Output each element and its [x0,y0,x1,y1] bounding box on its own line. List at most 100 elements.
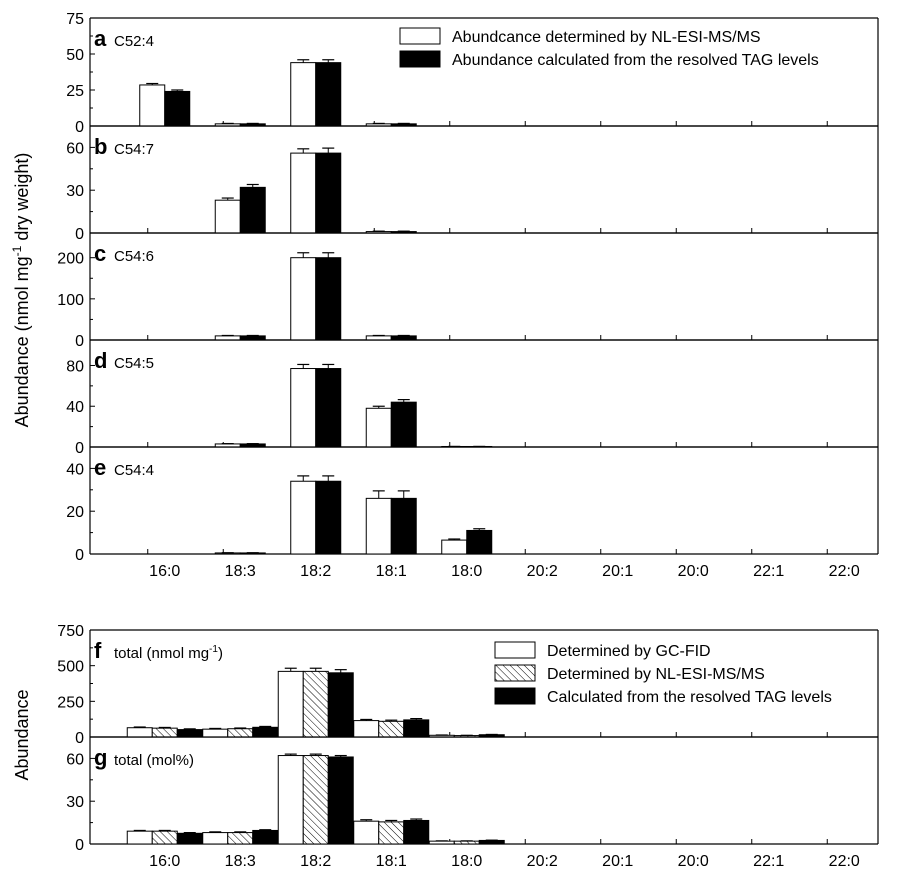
y-tick-label: 750 [57,623,84,640]
x-axis-top-tick-label: 18:3 [225,563,256,580]
panel-e: 0 20 40 e C54:4 16:0 18:3 18:2 18:1 18:0 20:2 20:1 2… [66,446,879,580]
panel-letter: g [94,745,107,770]
x-axis-bottom-tick-label: 18:3 [225,853,256,870]
bar [239,335,266,341]
y-tick-label: 0 [75,730,84,747]
bar [353,720,380,738]
panel-letter: f [94,638,102,663]
x-axis-bottom-tick-label: 18:1 [376,853,407,870]
bar [277,755,304,845]
y-tick-label: 50 [66,47,84,64]
bar [403,819,430,845]
x-axis-bottom-tick-label: 16:0 [149,853,180,870]
panel-g: 0 30 60 g total (mol%) 16:0 18:3 18:2 18:1 18:0 20… [66,736,879,870]
panel-title-main: C54:6 [114,248,154,265]
legend-label: Determined by NL-ESI-MS/MS [547,666,765,683]
y-tick-label: 0 [75,837,84,854]
bar [390,401,417,448]
legend-swatch [399,50,441,68]
panel-letter: a [94,26,107,51]
legend-swatch [494,664,536,682]
x-axis-top-tick-label: 18:1 [376,563,407,580]
bar [315,257,342,341]
bar [315,480,342,555]
y-axis-label-top-main: Abundance (nmol mg [12,256,32,427]
panel-title: C54:7 [114,141,154,158]
bar [290,62,317,127]
bar [441,539,468,555]
y-tick-label: 500 [57,659,84,676]
panels: 0 25 50 75 a C52:4 Abundcance determined by NL… [57,11,879,870]
panel-title: C52:4 [114,33,154,50]
bar [315,62,342,127]
panel-letter: e [94,455,106,480]
x-axis-top-tick-label: 20:1 [602,563,633,580]
bar [126,727,153,738]
panel-title-main: total (nmol mg [114,645,209,662]
bar [239,186,266,234]
bar [353,820,380,845]
panel-title-tail: ) [218,645,223,662]
y-tick-label: 250 [57,694,84,711]
bar [302,670,329,738]
bar [164,90,191,127]
bar [126,830,153,845]
x-axis-top-tick-label: 18:0 [451,563,482,580]
bar [176,832,203,845]
bar [315,368,342,448]
panel-b: 0 30 60 b C54:7 [66,125,879,243]
x-axis-top-tick-label: 20:0 [678,563,709,580]
panel-letter: c [94,241,106,266]
y-axis-label-bottom: Abundance [12,689,32,780]
panel-title: C54:6 [114,248,154,265]
y-tick-label: 60 [66,140,84,157]
panel-f: 0 250 500 750 f total (nmol mg-1) Determined b… [57,623,879,747]
y-tick-label: 0 [75,119,84,136]
y-tick-label: 0 [75,440,84,457]
bar [252,726,279,738]
x-axis-top-tick-label: 18:2 [300,563,331,580]
legend: Abundcance determined by NL-ESI-MS/MS Abu… [399,27,819,69]
x-axis-top-tick-label: 22:1 [753,563,784,580]
bar [202,728,229,738]
panel-title: total (mol%) [114,752,194,769]
bar [290,480,317,555]
panel-title: C54:5 [114,355,154,372]
legend-label: Abundcance determined by NL-ESI-MS/MS [452,29,761,46]
x-axis-bottom-tick-label: 22:0 [829,853,860,870]
bar [202,832,229,845]
x-axis-bottom-tick-label: 20:1 [602,853,633,870]
legend-label: Abundance calculated from the resolved T… [452,52,819,69]
x-axis-bottom-tick-label: 18:2 [300,853,331,870]
y-tick-label: 25 [66,83,84,100]
x-axis-bottom-tick-label: 18:0 [451,853,482,870]
bar [478,839,505,845]
bar [365,335,392,341]
y-axis-label-top-tail: dry weight) [12,153,32,246]
bar [214,335,241,341]
x-axis-top-tick-label: 16:0 [149,563,180,580]
bar [290,257,317,341]
panel-title: C54:4 [114,462,154,479]
bar [277,670,304,738]
bar [151,727,178,738]
y-tick-label: 20 [66,504,84,521]
x-axis-bottom-tick-label: 22:1 [753,853,784,870]
panel-title: total (nmol mg-1) [114,644,223,662]
bar [428,840,455,845]
panel-c: 0 100 200 c C54:6 [57,232,879,350]
bar [390,335,417,341]
legend-swatch [494,641,536,659]
bar [378,720,405,738]
panel-title-main: C54:5 [114,355,154,372]
y-tick-label: 40 [66,461,84,478]
bar [151,830,178,845]
y-tick-label: 0 [75,333,84,350]
bar [453,840,480,845]
y-tick-label: 100 [57,292,84,309]
bar [327,672,354,738]
y-tick-label: 30 [66,183,84,200]
y-tick-label: 200 [57,251,84,268]
bar [176,729,203,738]
